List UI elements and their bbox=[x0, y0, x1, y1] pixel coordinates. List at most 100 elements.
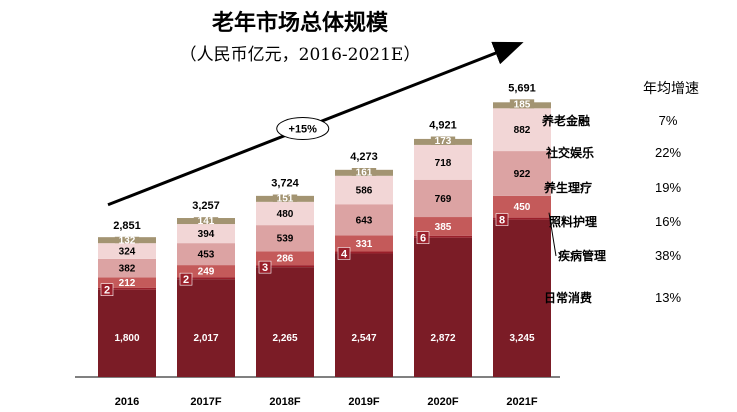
bar-value-label: 2,017 bbox=[193, 333, 218, 344]
bar-value-label: 2,547 bbox=[351, 333, 376, 344]
bar-value-label: 539 bbox=[277, 234, 294, 245]
bar-value-label: 643 bbox=[356, 215, 373, 226]
bar-total-label: 4,921 bbox=[429, 120, 457, 132]
bar-value-label: 212 bbox=[119, 278, 136, 289]
bar-value-label: 2,265 bbox=[272, 333, 297, 344]
bar-value-label: 385 bbox=[435, 222, 452, 233]
bar-segment-0 bbox=[414, 237, 472, 377]
category-name: 养老金融 bbox=[541, 113, 590, 128]
x-tick-label: 2017F bbox=[190, 396, 221, 408]
bar-value-label: 151 bbox=[277, 194, 294, 205]
bar-value-label: 324 bbox=[119, 247, 136, 258]
growth-header: 年均增速 bbox=[643, 81, 699, 97]
chart-subtitle: （人民币亿元，2016-2021E） bbox=[180, 45, 421, 65]
bar-segment-3 bbox=[177, 243, 235, 266]
x-tick-label: 2016 bbox=[115, 396, 139, 408]
bar-stacks: 1,80021238232413222,85120162,01724945339… bbox=[75, 41, 560, 408]
bar-value-label: 453 bbox=[198, 250, 215, 261]
bar-total-label: 5,691 bbox=[508, 82, 536, 94]
x-tick-label: 2019F bbox=[348, 396, 379, 408]
category-name: 日常消费 bbox=[544, 290, 592, 305]
bar-segment-4 bbox=[414, 144, 472, 180]
bar-total-label: 3,724 bbox=[271, 178, 299, 190]
bar-segment-1 bbox=[335, 251, 393, 254]
growth-rate: 13% bbox=[655, 290, 681, 305]
bar-total-label: 2,851 bbox=[113, 220, 141, 232]
bar-value-label: 331 bbox=[356, 239, 373, 250]
bar-segment-3 bbox=[335, 204, 393, 236]
bar-segment-0 bbox=[98, 289, 156, 377]
bar-segment-0 bbox=[177, 279, 235, 377]
bar-segment-1 bbox=[256, 265, 314, 268]
bar-segment-3 bbox=[493, 151, 551, 196]
category-name: 养生理疗 bbox=[543, 180, 592, 195]
bar-segment-1 bbox=[493, 217, 551, 220]
hospital-marker bbox=[416, 231, 430, 245]
bar-segment-3 bbox=[414, 179, 472, 218]
bar-value-label: 132 bbox=[119, 235, 136, 246]
bar-segment-3 bbox=[256, 225, 314, 252]
bar-segment-3 bbox=[98, 258, 156, 278]
category-name: 疾病管理 bbox=[558, 248, 606, 263]
bar-value-label: 394 bbox=[198, 229, 215, 240]
bar-value-label: 718 bbox=[435, 158, 452, 169]
bar-segment-5 bbox=[272, 194, 298, 202]
bar-total-label: 4,273 bbox=[350, 151, 378, 163]
bar-segment-1 bbox=[177, 277, 235, 280]
bar-value-label: 382 bbox=[119, 264, 136, 275]
x-tick-label: 2021F bbox=[506, 396, 537, 408]
bar-segment-2 bbox=[414, 217, 472, 236]
bar-segment-5 bbox=[193, 217, 219, 225]
growth-rate: 7% bbox=[659, 113, 678, 128]
bar-segment-4 bbox=[335, 175, 393, 205]
bar-total-label: 3,257 bbox=[192, 200, 220, 212]
hospital-marker bbox=[179, 272, 193, 286]
x-tick-label: 2020F bbox=[427, 396, 458, 408]
bar-value-label: 769 bbox=[435, 194, 452, 205]
bar-value-label: 4 bbox=[341, 248, 348, 260]
bar-value-label: 3,245 bbox=[509, 333, 534, 344]
hospital-marker bbox=[258, 260, 272, 274]
hospital-marker bbox=[100, 283, 114, 297]
bar-value-label: 2 bbox=[104, 285, 110, 297]
bar-value-label: 161 bbox=[356, 167, 373, 178]
growth-rate: 38% bbox=[655, 248, 681, 263]
bar-segment-4 bbox=[177, 224, 235, 244]
bar-value-label: 586 bbox=[356, 186, 373, 197]
x-tick-label: 2018F bbox=[269, 396, 300, 408]
cagr-ellipse bbox=[276, 117, 330, 141]
bar-segment-1 bbox=[414, 235, 472, 238]
hospital-marker bbox=[337, 247, 351, 260]
bar-value-label: 141 bbox=[198, 216, 215, 227]
bar-value-label: 2,872 bbox=[430, 333, 455, 344]
bar-value-label: 882 bbox=[514, 125, 531, 136]
growth-rate: 19% bbox=[655, 180, 681, 195]
bar-segment-5 bbox=[509, 99, 535, 109]
bar-segment-0 bbox=[493, 219, 551, 377]
bar-segment-0 bbox=[256, 267, 314, 377]
bar-segment-4 bbox=[98, 243, 156, 259]
bar-segment-5 bbox=[114, 236, 140, 244]
growth-rate: 16% bbox=[655, 214, 681, 229]
bar-value-label: 286 bbox=[277, 254, 294, 265]
bar-segment-4 bbox=[493, 108, 551, 152]
bar-segment-4 bbox=[256, 201, 314, 226]
bar-segment-1 bbox=[98, 287, 156, 290]
bar-value-label: 3 bbox=[262, 262, 268, 274]
bar-value-label: 922 bbox=[514, 169, 531, 180]
bar-segment-2 bbox=[493, 195, 551, 218]
bar-segment-0 bbox=[335, 253, 393, 377]
chart-title: 老年市场总体规模 bbox=[211, 10, 389, 36]
cagr-label: +15% bbox=[289, 124, 318, 136]
bar-segment-5 bbox=[430, 136, 456, 145]
bar-value-label: 6 bbox=[420, 233, 426, 245]
leader-line bbox=[548, 212, 557, 257]
bar-value-label: 2 bbox=[183, 274, 189, 286]
growth-rate: 22% bbox=[655, 145, 681, 160]
bar-value-label: 480 bbox=[277, 209, 294, 220]
bar-value-label: 173 bbox=[435, 136, 452, 147]
bar-value-label: 450 bbox=[514, 202, 531, 213]
bar-value-label: 8 bbox=[499, 215, 505, 227]
